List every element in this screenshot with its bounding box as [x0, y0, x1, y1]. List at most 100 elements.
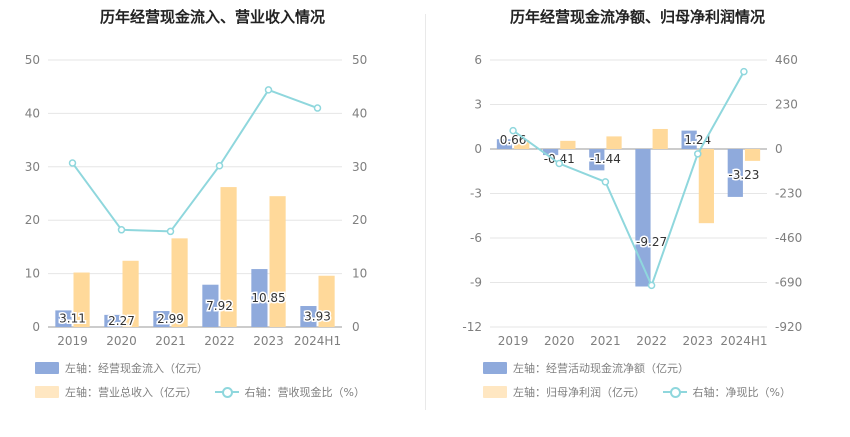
x-tick-label: 2020	[106, 334, 137, 348]
bar-swatch-icon	[35, 362, 59, 374]
x-tick-label: 2024H1	[294, 334, 341, 348]
line-marker-icon	[214, 386, 239, 398]
bar	[55, 310, 72, 327]
y-left-tick-label: 0	[474, 142, 482, 156]
bar	[635, 149, 651, 287]
line-point	[264, 86, 273, 94]
x-tick-label: 2023	[682, 334, 713, 348]
bar	[73, 272, 90, 327]
data-label: 7.92	[206, 299, 233, 313]
data-label: 10.85	[251, 291, 285, 305]
y-left-tick-label: -6	[470, 231, 482, 245]
line-point	[509, 126, 517, 135]
line-marker-icon	[662, 386, 687, 398]
line-point	[601, 178, 610, 186]
y-left-tick-label: 10	[25, 267, 40, 281]
bar	[727, 149, 743, 197]
data-label: 3.11	[59, 312, 86, 326]
bar	[681, 130, 697, 149]
series-line	[71, 88, 318, 233]
chart-title: 历年经营现金流入、营业收入情况	[99, 8, 325, 26]
x-tick-label: 2022	[636, 334, 667, 348]
net-cashflow-profit-chart: -12 -9 -6 -3 0 3 6 -920 -690 -460 -230 0 230 460 2019 2…	[462, 53, 802, 348]
legend-row-1: 左轴：经营活动现金流净额（亿元）	[483, 360, 703, 377]
bar-swatch-icon	[35, 386, 59, 398]
bar	[153, 311, 170, 327]
data-label: -0.41	[544, 152, 575, 166]
line-point	[166, 227, 175, 236]
bar	[744, 149, 761, 161]
bar	[606, 136, 622, 149]
y-left-tick-label: 6	[474, 53, 482, 67]
line-point	[694, 150, 702, 158]
data-label: -3.23	[728, 168, 759, 182]
legend-row-2: 左轴：归母净利润（亿元） 右轴：净现比（%）	[483, 384, 805, 401]
y-left-tick-label: -3	[470, 187, 482, 201]
y-right-tick-label: 230	[775, 98, 798, 112]
legend-item-cash-inflow[interactable]: 左轴：经营现金流入（亿元）	[35, 360, 208, 376]
legend-label: 右轴：净现比（%）	[692, 386, 791, 399]
y-right-tick-label: -460	[775, 231, 802, 245]
legend-item-net-profit[interactable]: 左轴：归母净利润（亿元）	[483, 384, 645, 400]
bar	[269, 196, 286, 327]
bar	[496, 139, 513, 149]
chart-title: 历年经营现金流净额、归母净利润情况	[509, 8, 765, 26]
data-label: 3.93	[304, 310, 331, 324]
x-tick-label: 2021	[590, 334, 621, 348]
y-right-tick-label: -920	[775, 320, 802, 334]
y-left-tick-label: -12	[462, 320, 482, 334]
legend-item-revenue[interactable]: 左轴：营业总收入（亿元）	[35, 384, 197, 400]
line-point	[313, 104, 322, 112]
x-tick-label: 2024H1	[720, 334, 767, 348]
bar	[560, 140, 576, 149]
left-chart-panel: 历年经营现金流入、营业收入情况 0 10 20 30 40 50 0 10 20 30 40 50 20…	[25, 8, 379, 401]
bar	[652, 128, 668, 149]
y-left-tick-label: 3	[474, 98, 482, 112]
bar	[698, 149, 714, 224]
data-label: 2.27	[108, 314, 135, 328]
data-label: 0.66	[500, 133, 527, 147]
legend-label: 左轴：经营活动现金流净额（亿元）	[513, 362, 689, 375]
line-point	[117, 226, 126, 234]
panel-divider	[425, 14, 426, 410]
data-label: 2.99	[157, 312, 184, 326]
y-left-tick-label: -9	[470, 276, 482, 290]
series-line	[512, 71, 745, 289]
bar	[300, 306, 317, 327]
y-right-tick-label: 10	[352, 267, 367, 281]
cash-inflow-revenue-chart: 0 10 20 30 40 50 0 10 20 30 40 50 2019 2020 2021 2022 20…	[25, 53, 368, 348]
x-tick-label: 2023	[253, 334, 284, 348]
x-tick-label: 2020	[544, 334, 575, 348]
legend-row-1: 左轴：经营现金流入（亿元）	[35, 360, 222, 377]
legend-item-net-cashflow[interactable]: 左轴：经营活动现金流净额（亿元）	[483, 360, 689, 376]
bar	[514, 140, 530, 149]
data-label: -1.44	[590, 152, 621, 166]
legend-label: 左轴：经营现金流入（亿元）	[65, 362, 208, 375]
bar	[202, 284, 219, 327]
y-right-tick-label: 30	[352, 160, 367, 174]
legend-item-cash-ratio[interactable]: 右轴：营收现金比（%）	[214, 384, 365, 400]
bar	[318, 275, 335, 327]
bar-swatch-icon	[483, 362, 507, 374]
line-point	[555, 159, 563, 168]
data-label: -9.27	[636, 235, 667, 249]
y-right-tick-label: -230	[775, 187, 802, 201]
x-tick-label: 2021	[155, 334, 186, 348]
legend-item-net-cash-ratio[interactable]: 右轴：净现比（%）	[662, 384, 791, 400]
line-point	[647, 281, 656, 290]
y-right-tick-label: 0	[352, 320, 360, 334]
line-point	[68, 159, 77, 167]
bar	[122, 260, 139, 327]
legend-label: 左轴：归母净利润（亿元）	[513, 386, 645, 399]
legend-label: 左轴：营业总收入（亿元）	[65, 386, 197, 399]
y-right-tick-label: 0	[775, 142, 783, 156]
bar	[589, 149, 605, 171]
y-left-tick-label: 30	[25, 160, 40, 174]
y-left-tick-label: 20	[25, 213, 40, 227]
y-left-tick-label: 0	[32, 320, 40, 334]
y-right-tick-label: 50	[352, 53, 367, 67]
legend-row-2: 左轴：营业总收入（亿元） 右轴：营收现金比（%）	[35, 384, 379, 401]
data-label: 1.24	[684, 133, 711, 147]
y-right-tick-label: -690	[775, 276, 802, 290]
bar	[220, 187, 237, 327]
